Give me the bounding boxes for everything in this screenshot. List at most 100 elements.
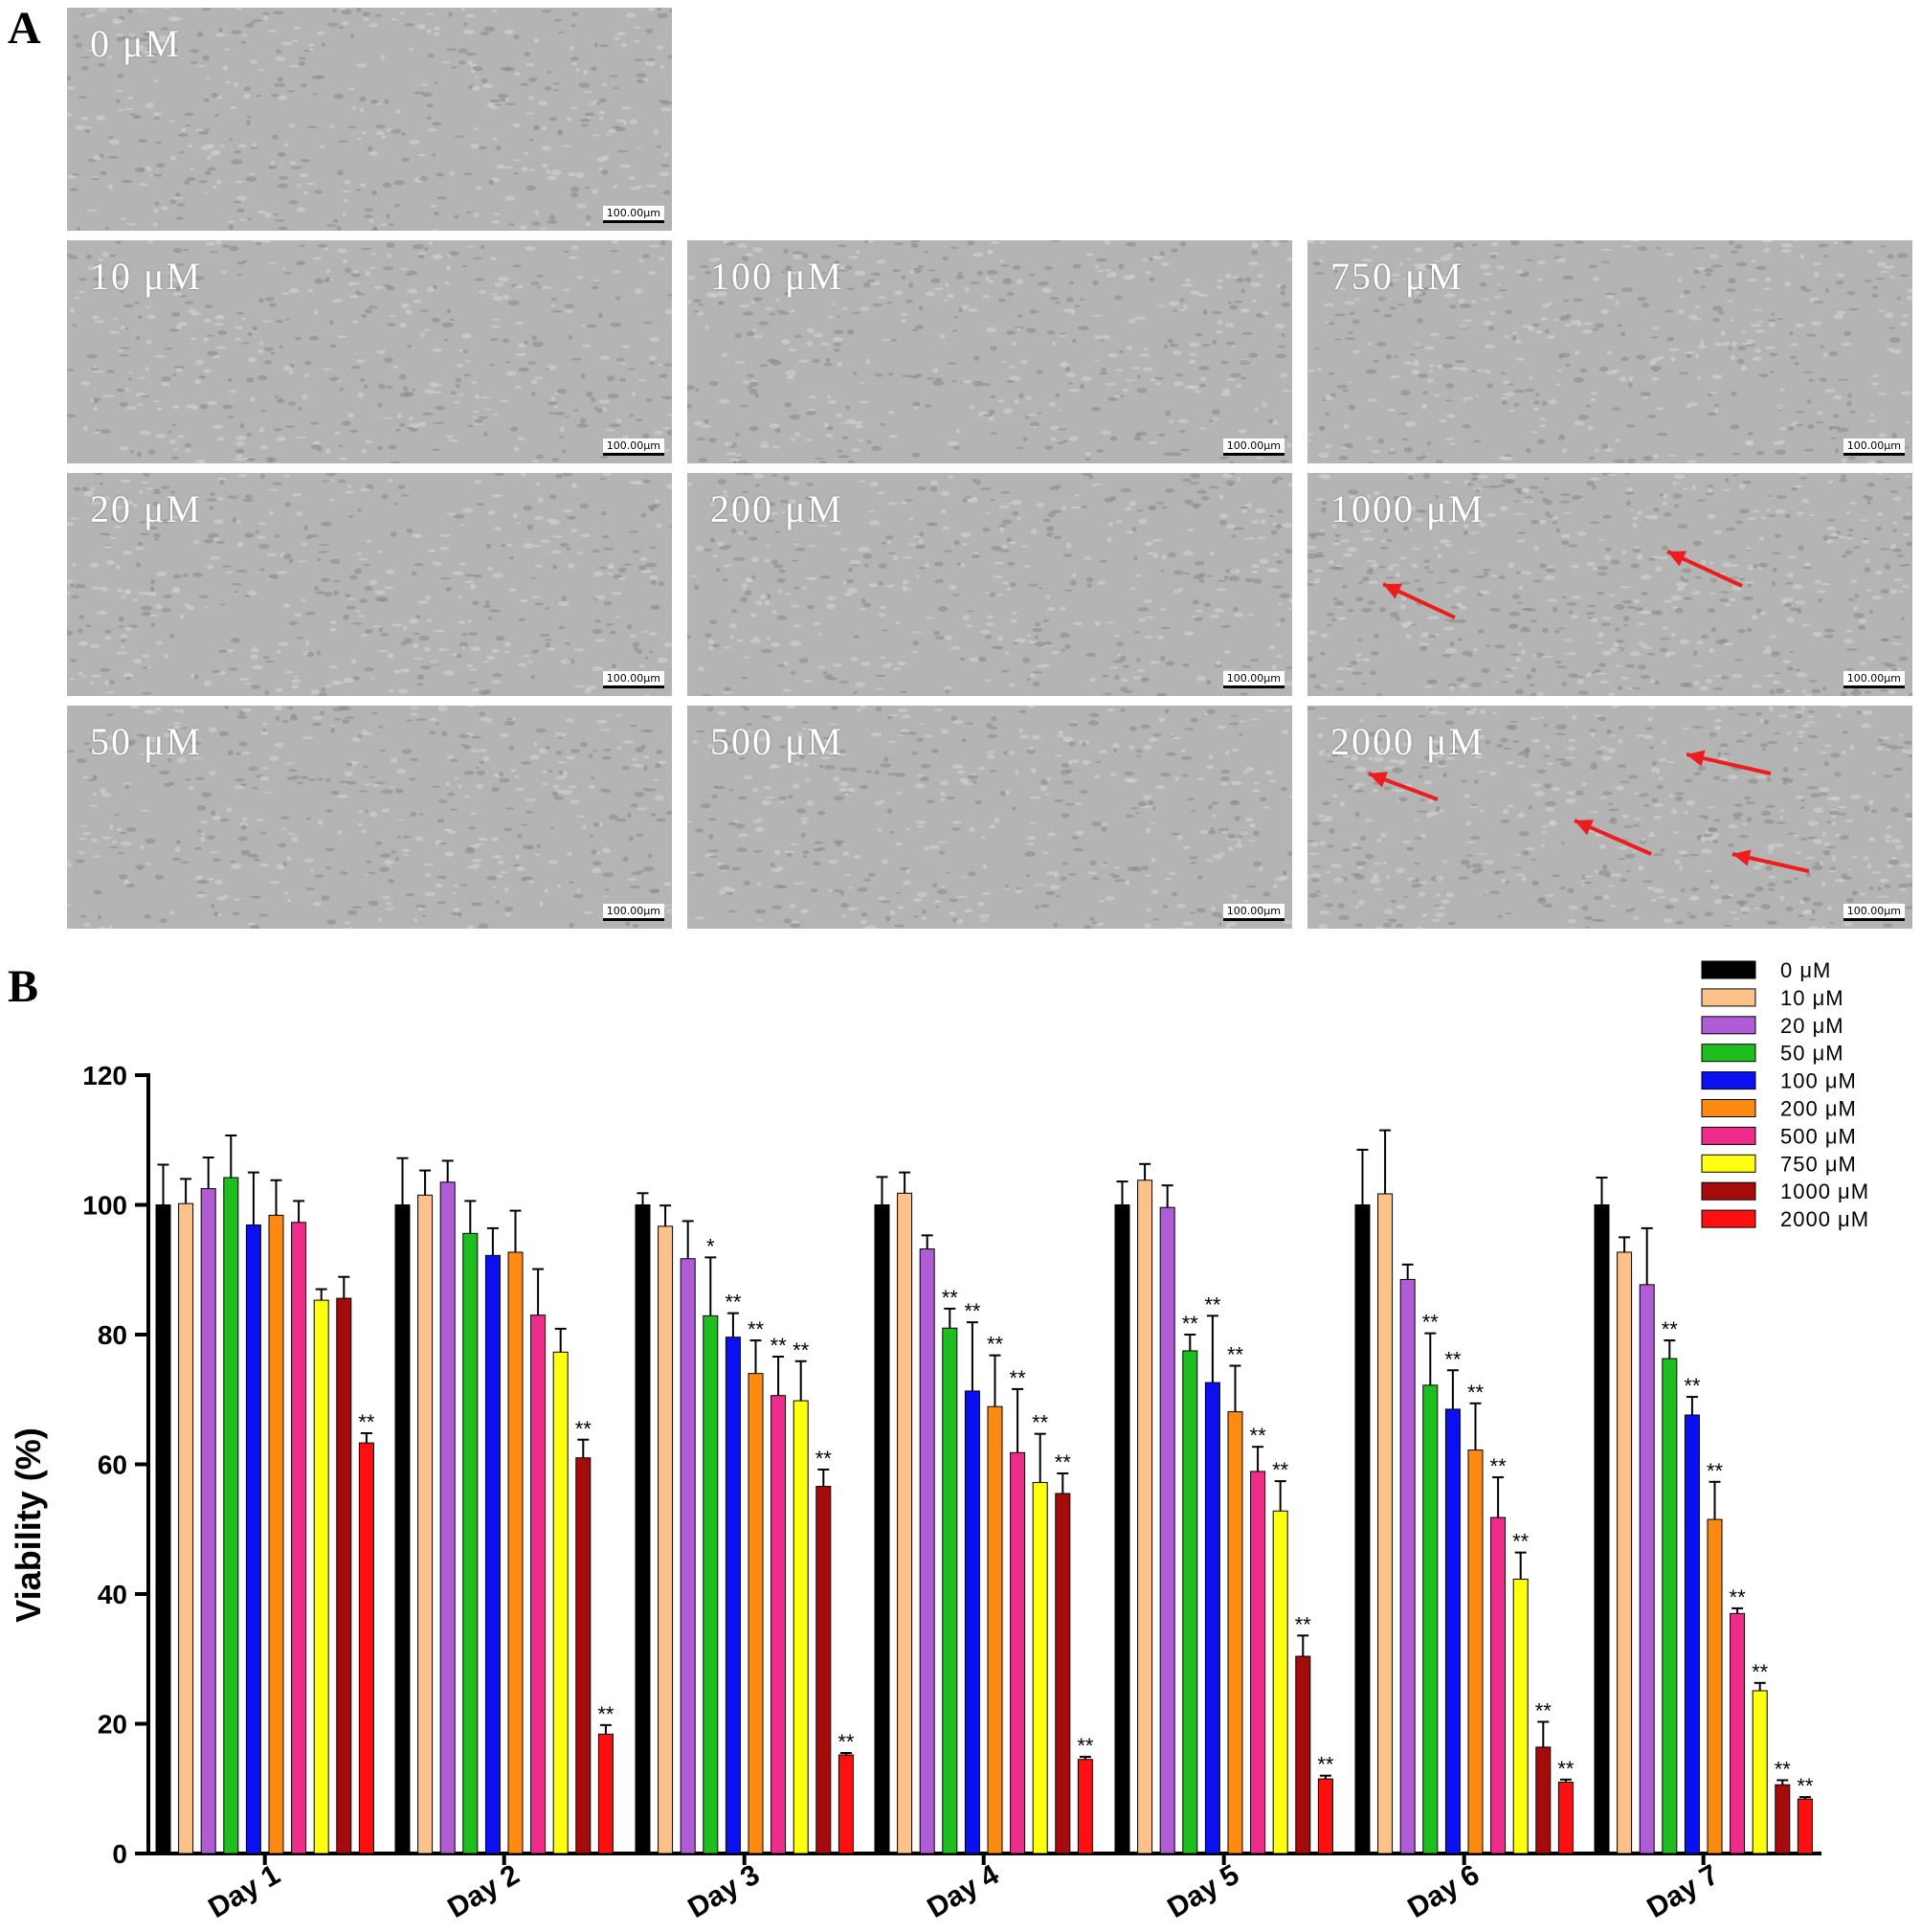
legend-swatch bbox=[1701, 1071, 1756, 1090]
bar bbox=[1377, 1193, 1394, 1854]
cell-texture bbox=[67, 473, 672, 696]
significance-label: ** bbox=[1535, 1698, 1552, 1722]
legend-swatch bbox=[1701, 1181, 1756, 1201]
concentration-label: 2000 μM bbox=[1330, 720, 1485, 763]
y-tick-label: 120 bbox=[82, 1061, 127, 1090]
significance-label: ** bbox=[1032, 1411, 1049, 1435]
bar bbox=[1639, 1284, 1655, 1854]
panel-label-b: B bbox=[8, 961, 39, 1012]
bar bbox=[1114, 1204, 1130, 1854]
legend-label: 200 μM bbox=[1780, 1097, 1857, 1121]
chart-legend: 0 μM 10 μM 20 μM 50 μM 100 μM 200 μM 500 μM 750… bbox=[1701, 958, 1869, 1231]
bar bbox=[1490, 1516, 1507, 1854]
bar bbox=[1617, 1251, 1633, 1854]
significance-label: ** bbox=[838, 1730, 855, 1754]
legend-label: 2000 μM bbox=[1780, 1207, 1869, 1231]
bar bbox=[1557, 1781, 1574, 1854]
y-tick-label: 40 bbox=[98, 1580, 127, 1609]
concentration-label: 500 μM bbox=[710, 720, 844, 763]
x-tick-label: Day 3 bbox=[682, 1858, 765, 1924]
significance-label: ** bbox=[1752, 1660, 1769, 1684]
legend-label: 50 μM bbox=[1780, 1042, 1844, 1066]
legend-label: 1000 μM bbox=[1780, 1179, 1869, 1203]
bar bbox=[268, 1214, 284, 1854]
concentration-label: 200 μM bbox=[710, 487, 844, 530]
bar bbox=[680, 1258, 696, 1854]
red-arrow-icon bbox=[1382, 582, 1456, 619]
x-tick-label: Day 5 bbox=[1162, 1858, 1244, 1924]
legend-swatch bbox=[1701, 1099, 1756, 1117]
bar bbox=[1535, 1746, 1552, 1854]
significance-label: ** bbox=[1055, 1450, 1072, 1474]
y-tick-label: 60 bbox=[98, 1450, 127, 1480]
legend-swatch bbox=[1701, 1126, 1756, 1145]
concentration-label: 0 μM bbox=[90, 22, 182, 65]
significance-label: ** bbox=[1295, 1612, 1312, 1636]
legend-label: 20 μM bbox=[1780, 1014, 1844, 1038]
bar bbox=[1594, 1204, 1610, 1854]
bar bbox=[1055, 1493, 1071, 1854]
red-arrow-icon bbox=[1686, 750, 1772, 775]
scale-bar: 100.00μm bbox=[1843, 904, 1905, 921]
bar bbox=[1354, 1204, 1371, 1854]
bar bbox=[530, 1314, 547, 1854]
bar bbox=[874, 1204, 890, 1854]
cell-texture bbox=[687, 240, 1292, 463]
significance-label: ** bbox=[987, 1333, 1004, 1357]
scale-bar: 100.00μm bbox=[602, 438, 664, 456]
bar bbox=[793, 1400, 809, 1854]
scale-bar: 100.00μm bbox=[1843, 671, 1905, 688]
significance-label: ** bbox=[1797, 1774, 1814, 1798]
bar bbox=[658, 1225, 674, 1854]
concentration-label: 50 μM bbox=[90, 720, 203, 763]
significance-label: ** bbox=[815, 1447, 833, 1471]
scale-bar: 100.00μm bbox=[1843, 438, 1905, 456]
bar bbox=[439, 1181, 456, 1854]
legend-swatch bbox=[1701, 1154, 1756, 1173]
concentration-label: 1000 μM bbox=[1330, 487, 1485, 530]
significance-label: ** bbox=[1512, 1530, 1530, 1554]
bar bbox=[1010, 1451, 1026, 1854]
bar bbox=[1797, 1798, 1813, 1854]
bar bbox=[358, 1442, 374, 1854]
x-tick-label: Day 1 bbox=[203, 1858, 285, 1924]
bar bbox=[1159, 1206, 1175, 1854]
bar bbox=[1250, 1471, 1266, 1854]
bar bbox=[1399, 1278, 1416, 1854]
bar bbox=[1775, 1784, 1791, 1854]
micrograph-panel: 100 μM 100.00μm bbox=[687, 240, 1292, 463]
y-tick-label: 20 bbox=[98, 1710, 127, 1740]
significance-label: ** bbox=[1010, 1366, 1027, 1390]
arrow-layer bbox=[1382, 550, 1743, 619]
bar bbox=[394, 1204, 411, 1854]
bar bbox=[1295, 1655, 1311, 1854]
bar bbox=[1137, 1179, 1153, 1854]
bar bbox=[313, 1299, 329, 1854]
y-tick-label: 100 bbox=[82, 1191, 127, 1221]
legend-label: 500 μM bbox=[1780, 1124, 1857, 1148]
significance-label: ** bbox=[1204, 1292, 1221, 1316]
scale-bar: 100.00μm bbox=[602, 671, 664, 688]
x-tick-label: Day 7 bbox=[1642, 1858, 1724, 1924]
significance-label: ** bbox=[964, 1299, 981, 1323]
bar bbox=[417, 1194, 434, 1854]
bar bbox=[897, 1192, 913, 1854]
bar bbox=[725, 1337, 741, 1854]
micrograph-panel: 200 μM 100.00μm bbox=[687, 473, 1292, 696]
cell-texture bbox=[67, 8, 672, 231]
significance-label: ** bbox=[1775, 1757, 1792, 1781]
micrograph-panel: 750 μM 100.00μm bbox=[1307, 240, 1912, 463]
micrograph-panel: 10 μM 100.00μm bbox=[67, 240, 672, 463]
significance-label: ** bbox=[358, 1410, 375, 1434]
bar bbox=[1752, 1690, 1768, 1854]
concentration-label: 750 μM bbox=[1330, 255, 1464, 298]
bar bbox=[462, 1232, 479, 1854]
significance-label: ** bbox=[1490, 1454, 1508, 1478]
legend-swatch bbox=[1701, 960, 1756, 979]
significance-label: ** bbox=[1317, 1753, 1334, 1777]
red-arrow-icon bbox=[1666, 550, 1743, 588]
significance-label: ** bbox=[1467, 1381, 1485, 1404]
bar bbox=[964, 1390, 980, 1854]
significance-label: ** bbox=[575, 1417, 592, 1441]
significance-label: ** bbox=[771, 1334, 788, 1358]
